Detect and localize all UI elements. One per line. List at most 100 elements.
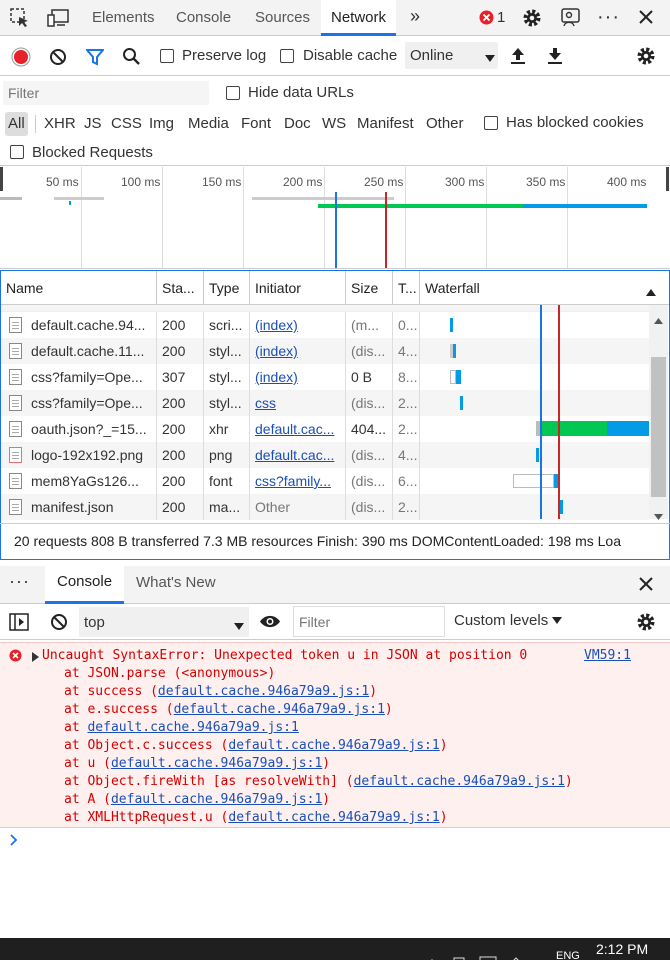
settings-gear-icon[interactable] [522, 8, 542, 31]
error-source-link[interactable]: VM59:1 [584, 648, 631, 663]
cell-initiator[interactable]: (index) [250, 364, 346, 390]
clear-console-icon[interactable] [50, 613, 68, 634]
type-ws-button[interactable]: WS [322, 115, 347, 132]
waterfall-bar [453, 344, 456, 358]
column-initiator[interactable]: Initiator [250, 271, 346, 305]
log-levels-select[interactable]: Custom levels [454, 612, 563, 629]
feedback-icon[interactable] [560, 7, 582, 32]
type-manifest-button[interactable]: Manifest [357, 115, 414, 132]
sort-ascending-icon[interactable] [646, 283, 656, 299]
table-row[interactable]: css?family=Ope... 307 styl... (index) 0 B 8..… [1, 364, 649, 390]
table-row[interactable]: mem8YaGs126... 200 font css?family... (dis..… [1, 468, 649, 494]
devtools-tab-bar: Elements Console Sources Network » 1 ··· [0, 0, 670, 36]
tab-elements[interactable]: Elements [92, 9, 155, 26]
column-status[interactable]: Sta... [157, 271, 204, 305]
network-settings-gear-icon[interactable] [636, 46, 656, 69]
drawer-tab-console[interactable]: Console [45, 566, 125, 604]
table-row[interactable]: css?family=Ope... 200 styl... css (dis... 2..… [1, 390, 649, 416]
export-har-icon[interactable] [547, 47, 563, 68]
stack-frame-link[interactable]: default.cache.946a79a9.js:1 [157, 684, 370, 699]
scroll-up-icon[interactable] [654, 311, 663, 327]
network-overview[interactable]: 50 ms 100 ms 150 ms 200 ms 250 ms 300 ms… [0, 167, 670, 269]
table-scrollbar[interactable] [649, 305, 668, 520]
type-css-button[interactable]: CSS [111, 115, 142, 132]
table-row[interactable]: manifest.json 200 ma... Other (dis... 2... [1, 494, 649, 520]
stack-frame-link[interactable]: default.cache.946a79a9.js:1 [87, 720, 299, 735]
table-row[interactable]: default.cache.94... 200 scri... (index) (m..… [1, 312, 649, 338]
cell-initiator[interactable]: default.cac... [250, 442, 346, 468]
import-har-icon[interactable] [510, 47, 526, 68]
table-row[interactable]: oauth.json?_=15... 200 xhr default.cac... 40… [1, 416, 649, 442]
type-doc-button[interactable]: Doc [284, 115, 311, 132]
close-drawer-icon[interactable] [639, 577, 653, 594]
console-filter-input[interactable] [293, 606, 445, 637]
column-time[interactable]: T... [393, 271, 420, 305]
show-sidebar-icon[interactable] [9, 613, 29, 634]
type-img-button[interactable]: Img [149, 115, 175, 132]
drawer-tab-whats-new[interactable]: What's New [136, 574, 216, 591]
type-js-button[interactable]: JS [84, 115, 102, 132]
table-row[interactable]: default.cache.11... 200 styl... (index) (dis… [1, 338, 649, 364]
more-options-icon[interactable]: ··· [597, 6, 620, 28]
inspect-element-icon[interactable] [10, 8, 30, 31]
console-input[interactable] [30, 830, 660, 850]
cell-initiator[interactable]: (index) [250, 338, 346, 364]
taskbar-clock[interactable]: 2:12 PM [596, 941, 649, 957]
size-value: (dis... [351, 473, 386, 489]
tab-console[interactable]: Console [176, 9, 232, 26]
cell-initiator[interactable]: (index) [250, 312, 346, 338]
tray-icons[interactable] [426, 951, 536, 960]
blocked-requests-checkbox[interactable] [10, 145, 24, 159]
column-size[interactable]: Size [346, 271, 393, 305]
filter-icon[interactable] [84, 48, 106, 69]
table-row[interactable]: logo-192x192.png 200 png default.cac... (dis… [1, 442, 649, 468]
stack-frame-link[interactable]: default.cache.946a79a9.js:1 [228, 738, 440, 753]
stack-frame-link[interactable]: default.cache.946a79a9.js:1 [228, 810, 440, 825]
live-expression-eye-icon[interactable] [259, 614, 281, 632]
stack-frame-link[interactable]: default.cache.946a79a9.js:1 [173, 702, 385, 717]
console-prompt-icon[interactable] [10, 833, 18, 849]
tab-network[interactable]: Network [321, 0, 397, 36]
cell-initiator[interactable]: css?family... [250, 468, 346, 494]
stack-frame-link[interactable]: default.cache.946a79a9.js:1 [110, 756, 323, 771]
hide-data-urls-checkbox[interactable] [226, 86, 240, 100]
drawer-menu-icon[interactable]: ··· [9, 571, 30, 591]
clear-icon[interactable] [49, 48, 67, 69]
search-icon[interactable] [122, 47, 141, 69]
record-icon[interactable] [11, 47, 31, 70]
type-font-button[interactable]: Font [241, 115, 272, 132]
throttling-select[interactable]: Online [405, 42, 498, 69]
type-all-button[interactable]: All [5, 112, 28, 136]
network-filter-input[interactable] [3, 81, 209, 105]
waterfall-bar [560, 500, 563, 514]
scrollbar-thumb[interactable] [651, 357, 666, 497]
column-type[interactable]: Type [204, 271, 250, 305]
stack-frame-text: at XMLHttpRequest.u ( [64, 810, 229, 825]
more-tabs-icon[interactable]: » [410, 6, 421, 26]
column-name[interactable]: Name [1, 271, 157, 305]
column-waterfall[interactable]: Waterfall [425, 280, 480, 296]
scroll-down-icon[interactable] [654, 507, 663, 523]
error-count-icon[interactable] [479, 10, 494, 28]
stack-frame-link[interactable]: default.cache.946a79a9.js:1 [353, 774, 565, 789]
type-media-button[interactable]: Media [188, 115, 229, 132]
disable-cache-checkbox[interactable] [280, 49, 294, 63]
preserve-log-checkbox[interactable] [160, 49, 174, 63]
waterfall-bar [450, 370, 456, 384]
has-blocked-cookies-checkbox[interactable] [484, 116, 498, 130]
console-settings-gear-icon[interactable] [636, 612, 656, 635]
stack-frame-text: at u ( [64, 756, 111, 771]
context-select[interactable]: top [79, 607, 249, 637]
type-xhr-button[interactable]: XHR [44, 115, 76, 132]
tab-sources[interactable]: Sources [255, 9, 311, 26]
close-devtools-icon[interactable] [638, 9, 654, 28]
console-toolbar: top Custom levels [0, 604, 670, 640]
expand-triangle-icon[interactable] [32, 651, 39, 666]
cell-initiator[interactable]: default.cac... [250, 416, 346, 442]
throttling-value: Online [410, 47, 454, 64]
type-other-button[interactable]: Other [426, 115, 464, 132]
input-language[interactable]: ENG [556, 950, 580, 960]
device-toolbar-icon[interactable] [47, 9, 69, 30]
stack-frame-link[interactable]: default.cache.946a79a9.js:1 [110, 792, 323, 807]
cell-initiator[interactable]: css [250, 390, 346, 416]
